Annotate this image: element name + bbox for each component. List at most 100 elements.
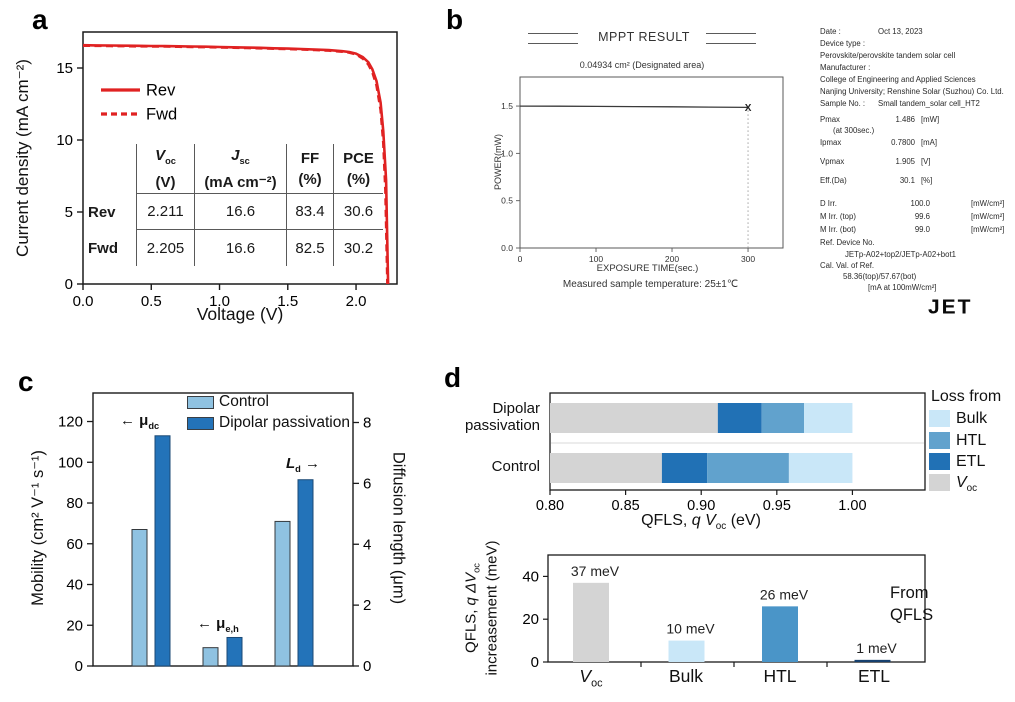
diffusion-y-axis-label: Diffusion length (μm) <box>389 451 408 605</box>
cert-vpmax-label: Vpmax <box>820 157 845 166</box>
cert-ipmax-value: 0.7800 <box>891 138 915 147</box>
svg-text:0.5: 0.5 <box>141 293 162 310</box>
svg-text:0: 0 <box>531 654 539 671</box>
legend-swatch-voc <box>929 474 950 491</box>
annotation-mu-dc: ← μdc <box>120 412 160 431</box>
annotation-ld: Ld → <box>286 455 321 474</box>
left-arrow-icon: ← <box>197 615 212 632</box>
qfls-increase-y-label-line2: increasement (meV) <box>483 540 501 676</box>
table-header-jsc: Jsc (mA cm⁻²) <box>194 144 286 194</box>
cert-dirr-label: D Irr. <box>820 199 837 208</box>
svg-text:0.0: 0.0 <box>73 293 94 310</box>
svg-text:40: 40 <box>66 577 83 594</box>
table-row-label-rev: Rev <box>88 203 116 221</box>
svg-text:120: 120 <box>58 414 83 431</box>
right-arrow-icon: → <box>305 455 321 472</box>
cert-pmax-value: 1.486 <box>895 115 915 124</box>
title-rule-left <box>528 33 578 44</box>
legend-swatch-etl <box>929 453 950 470</box>
svg-text:6: 6 <box>363 475 371 492</box>
cert-eff-unit: [%] <box>921 176 933 185</box>
cert-sample-label: Sample No. : <box>820 99 866 108</box>
table-cell: 30.2 <box>333 230 383 266</box>
cert-ipmax-unit: [mA] <box>921 138 938 147</box>
panel-d-label: d <box>444 362 462 393</box>
svg-text:1.00: 1.00 <box>838 498 866 514</box>
svg-text:300: 300 <box>741 254 755 264</box>
mobility-y-axis-label: Mobility (cm² V⁻¹ s⁻¹) <box>29 450 47 606</box>
svg-text:0.80: 0.80 <box>536 498 564 514</box>
table-cell: 82.5 <box>286 230 333 266</box>
title-rule-right <box>706 33 756 44</box>
svg-text:1.5: 1.5 <box>277 293 298 310</box>
svg-text:Fwd: Fwd <box>146 106 177 124</box>
cert-ref-label: Ref. Device No. <box>820 238 875 247</box>
cert-ipmax-label: Ipmax <box>820 138 842 147</box>
svg-text:0.95: 0.95 <box>763 498 791 514</box>
legend-swatch-bulk <box>929 410 950 427</box>
svg-text:0: 0 <box>518 254 523 264</box>
svg-text:0.0: 0.0 <box>501 243 513 253</box>
table-cell: 2.211 <box>136 194 194 230</box>
cert-pmax-unit: [mW] <box>921 115 940 124</box>
qfls-x-axis-label: QFLS, q Voc (eV) <box>641 512 761 533</box>
cert-dirr-value: 100.0 <box>910 199 930 208</box>
table-row-label-fwd: Fwd <box>88 239 118 257</box>
cert-pmax-label: Pmax <box>820 115 840 124</box>
cert-mirrbot-unit: [mW/cm²] <box>971 225 1005 234</box>
cert-mirrbot-value: 99.0 <box>914 225 930 234</box>
mppt-x-axis-label: EXPOSURE TIME(sec.) <box>596 263 699 274</box>
jv-parameter-table: Voc (V) Jsc (mA cm⁻²) FF (%) PCE (%) Rev… <box>86 144 383 266</box>
svg-text:60: 60 <box>66 536 83 553</box>
cert-cal-unit: [mA at 100mW/cm²] <box>868 283 937 292</box>
cert-mirrtop-label: M Irr. (top) <box>820 212 856 221</box>
cert-date-value: Oct 13, 2023 <box>878 27 923 36</box>
table-cell: 30.6 <box>333 194 383 230</box>
svg-text:0: 0 <box>75 658 83 675</box>
stacked-bar-category-control: Control <box>491 458 540 475</box>
legend-label-htl: HTL <box>956 432 987 449</box>
table-corner-cell <box>86 144 136 194</box>
stacked-bar-category-dipolar: Dipolar passivation <box>464 400 540 434</box>
jv-y-axis-label: Current density (mA cm⁻²) <box>13 59 32 257</box>
table-cell: 2.205 <box>136 230 194 266</box>
mppt-y-axis-label: POWER(mW) <box>493 134 503 190</box>
cert-eff-value: 30.1 <box>899 176 915 185</box>
cert-device-type-value: Perovskite/perovskite tandem solar cell <box>820 51 956 60</box>
panel-c-label: c <box>18 366 34 397</box>
legend-label-dipolar: Dipolar passivation <box>219 414 350 431</box>
legend-label-control: Control <box>219 393 269 410</box>
svg-text:26 meV: 26 meV <box>760 586 809 602</box>
mppt-subtitle: 0.04934 cm² (Designated area) <box>579 60 705 70</box>
svg-text:40: 40 <box>522 568 539 585</box>
cert-date-label: Date : <box>820 27 841 36</box>
cert-mirrbot-label: M Irr. (bot) <box>820 225 856 234</box>
bar-category-htl: HTL <box>763 666 797 686</box>
svg-text:2.0: 2.0 <box>346 293 367 310</box>
qfls-increase-y-label-line1: QFLS, q ΔVoc <box>462 563 482 653</box>
bar-category-etl: ETL <box>857 666 891 686</box>
svg-text:20: 20 <box>522 611 539 628</box>
mppt-chart: 0 100 200 300 0.0 0.5 1.0 1.5 X <box>501 76 784 264</box>
cert-mirrtop-value: 99.6 <box>914 212 930 221</box>
svg-text:100: 100 <box>589 254 603 264</box>
svg-text:1.5: 1.5 <box>501 101 513 111</box>
legend-swatch-dipolar <box>187 417 214 430</box>
svg-text:1.0: 1.0 <box>501 148 513 158</box>
loss-legend-title: Loss from <box>931 388 1002 405</box>
svg-text:X: X <box>745 103 752 114</box>
svg-text:10 meV: 10 meV <box>666 621 715 637</box>
svg-text:15: 15 <box>56 60 73 77</box>
legend-label-bulk: Bulk <box>956 410 988 427</box>
svg-text:0.5: 0.5 <box>501 196 513 206</box>
panel-b-label: b <box>446 4 464 35</box>
mppt-footnote: Measured sample temperature: 25±1℃ <box>562 279 739 290</box>
qfls-stacked-chart: 0.80 0.85 0.90 0.95 1.00 <box>536 392 926 514</box>
table-cell: 16.6 <box>194 194 286 230</box>
annotation-mu-eh: ← μe,h <box>197 615 239 634</box>
svg-text:0.85: 0.85 <box>611 498 639 514</box>
jv-chart: 0.0 0.5 1.0 1.5 2.0 0 5 10 15 Rev Fwd <box>56 31 398 310</box>
cert-vpmax-value: 1.905 <box>895 157 915 166</box>
svg-text:4: 4 <box>363 536 371 553</box>
svg-text:2: 2 <box>363 597 371 614</box>
